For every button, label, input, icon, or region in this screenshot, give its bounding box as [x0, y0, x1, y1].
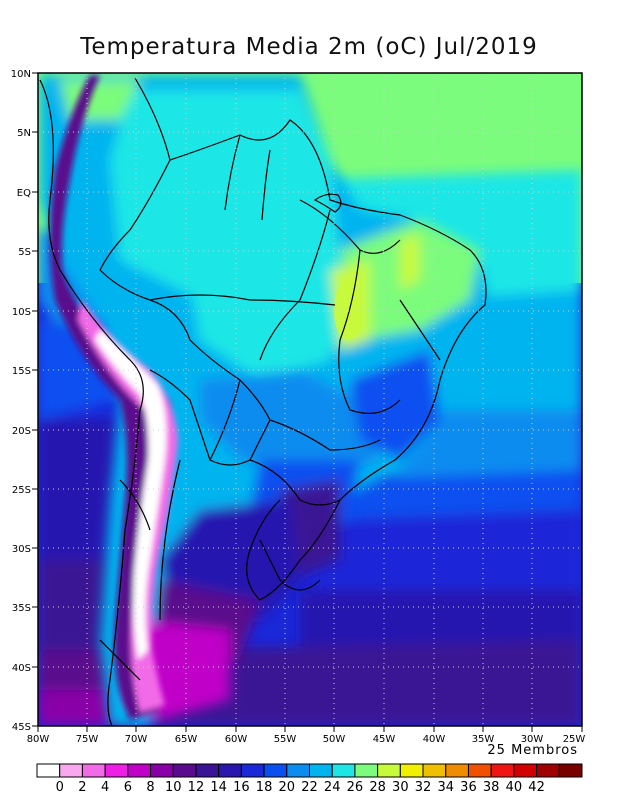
colorbar-label: 40 — [506, 780, 523, 795]
colorbar-label: 28 — [369, 780, 386, 795]
lat-label: 15S — [12, 366, 31, 377]
colorbar-cell — [331, 763, 356, 778]
colorbar-cell — [558, 763, 583, 778]
tick-marks — [32, 72, 583, 732]
colorbar-label: 4 — [101, 780, 109, 795]
lon-label: 30W — [521, 734, 544, 745]
colorbar-cell — [309, 763, 333, 778]
lat-label: 25S — [12, 485, 31, 496]
lon-label: 45W — [373, 734, 396, 745]
colorbar-cell — [377, 763, 401, 778]
colorbar-label: 12 — [188, 780, 205, 795]
lon-label: 50W — [323, 734, 346, 745]
lon-label: 80W — [27, 734, 50, 745]
colorbar-label: 16 — [233, 780, 250, 795]
temperature-field — [38, 73, 582, 726]
colorbar-label: 24 — [324, 780, 341, 795]
colorbar-cell — [286, 763, 311, 778]
colorbar-label: 0 — [56, 780, 64, 795]
lon-label: 70W — [125, 734, 148, 745]
colorbar-cell — [172, 763, 197, 778]
colorbar-cell — [445, 763, 469, 778]
lat-label: EQ — [17, 188, 31, 199]
colorbar-cells — [36, 763, 583, 778]
colorbar-label: 10 — [165, 780, 182, 795]
colorbar-cell — [399, 763, 424, 778]
lat-label: 40S — [12, 663, 31, 674]
lat-label: 20S — [12, 426, 31, 437]
lon-label: 65W — [175, 734, 198, 745]
map-frame — [37, 72, 583, 727]
colorbar-cell — [195, 763, 220, 778]
colorbar-label: 42 — [528, 780, 545, 795]
colorbar-cell — [513, 763, 538, 778]
colorbar-label: 32 — [415, 780, 432, 795]
lon-label: 75W — [76, 734, 99, 745]
colorbar-label: 2 — [78, 780, 86, 795]
colorbar-labels: 0 2 4 6 8 10 12 14 16 18 20 22 24 26 28 30 32 34 36 38 40 42 — [56, 780, 545, 795]
colorbar-label: 36 — [460, 780, 477, 795]
colorbar-label: 38 — [483, 780, 500, 795]
colorbar-label: 6 — [124, 780, 132, 795]
colorbar-label: 8 — [146, 780, 154, 795]
colorbar-label: 18 — [256, 780, 273, 795]
lat-label: 10S — [12, 307, 31, 318]
colorbar-cell — [218, 763, 242, 778]
colorbar-cell — [354, 763, 379, 778]
colorbar-cell — [127, 763, 152, 778]
country-borders — [39, 77, 487, 726]
colorbar-label: 14 — [210, 780, 227, 795]
latitude-labels: 10N 5N EQ 5S 10S 15S 20S 25S 30S 35S 40S… — [11, 69, 31, 733]
figure-title: Temperatura Media 2m (oC) Jul/2019 — [80, 34, 538, 60]
colorbar-cell — [467, 763, 492, 778]
lat-label: 45S — [12, 722, 31, 733]
colorbar-label: 20 — [279, 780, 296, 795]
lat-label: 10N — [11, 69, 31, 80]
colorbar-cell — [536, 763, 560, 778]
colorbar-label: 34 — [437, 780, 454, 795]
map-grid — [38, 73, 582, 726]
colorbar-label: 22 — [301, 780, 318, 795]
colorbar-label: 30 — [392, 780, 409, 795]
lat-label: 30S — [12, 544, 31, 555]
lon-label: 35W — [472, 734, 495, 745]
lon-label: 60W — [225, 734, 248, 745]
lat-label: 5N — [17, 128, 31, 139]
colorbar-cell — [490, 763, 515, 778]
longitude-labels: 80W 75W 70W 65W 60W 55W 50W 45W 40W 35W … — [27, 734, 586, 745]
colorbar-cell — [59, 763, 83, 778]
colorbar-cell — [240, 763, 265, 778]
colorbar-cell — [150, 763, 174, 778]
colorbar-cell — [263, 763, 288, 778]
lat-label: 35S — [12, 603, 31, 614]
colorbar-cell — [81, 763, 106, 778]
colorbar-cell — [104, 763, 129, 778]
lon-label: 55W — [274, 734, 297, 745]
lon-label: 25W — [563, 734, 586, 745]
colorbar-cell — [422, 763, 447, 778]
colorbar-cell — [36, 763, 61, 778]
lon-label: 40W — [423, 734, 446, 745]
colorbar-label: 26 — [347, 780, 364, 795]
lat-label: 5S — [18, 247, 31, 258]
members-label: 25 Membros — [487, 743, 578, 758]
